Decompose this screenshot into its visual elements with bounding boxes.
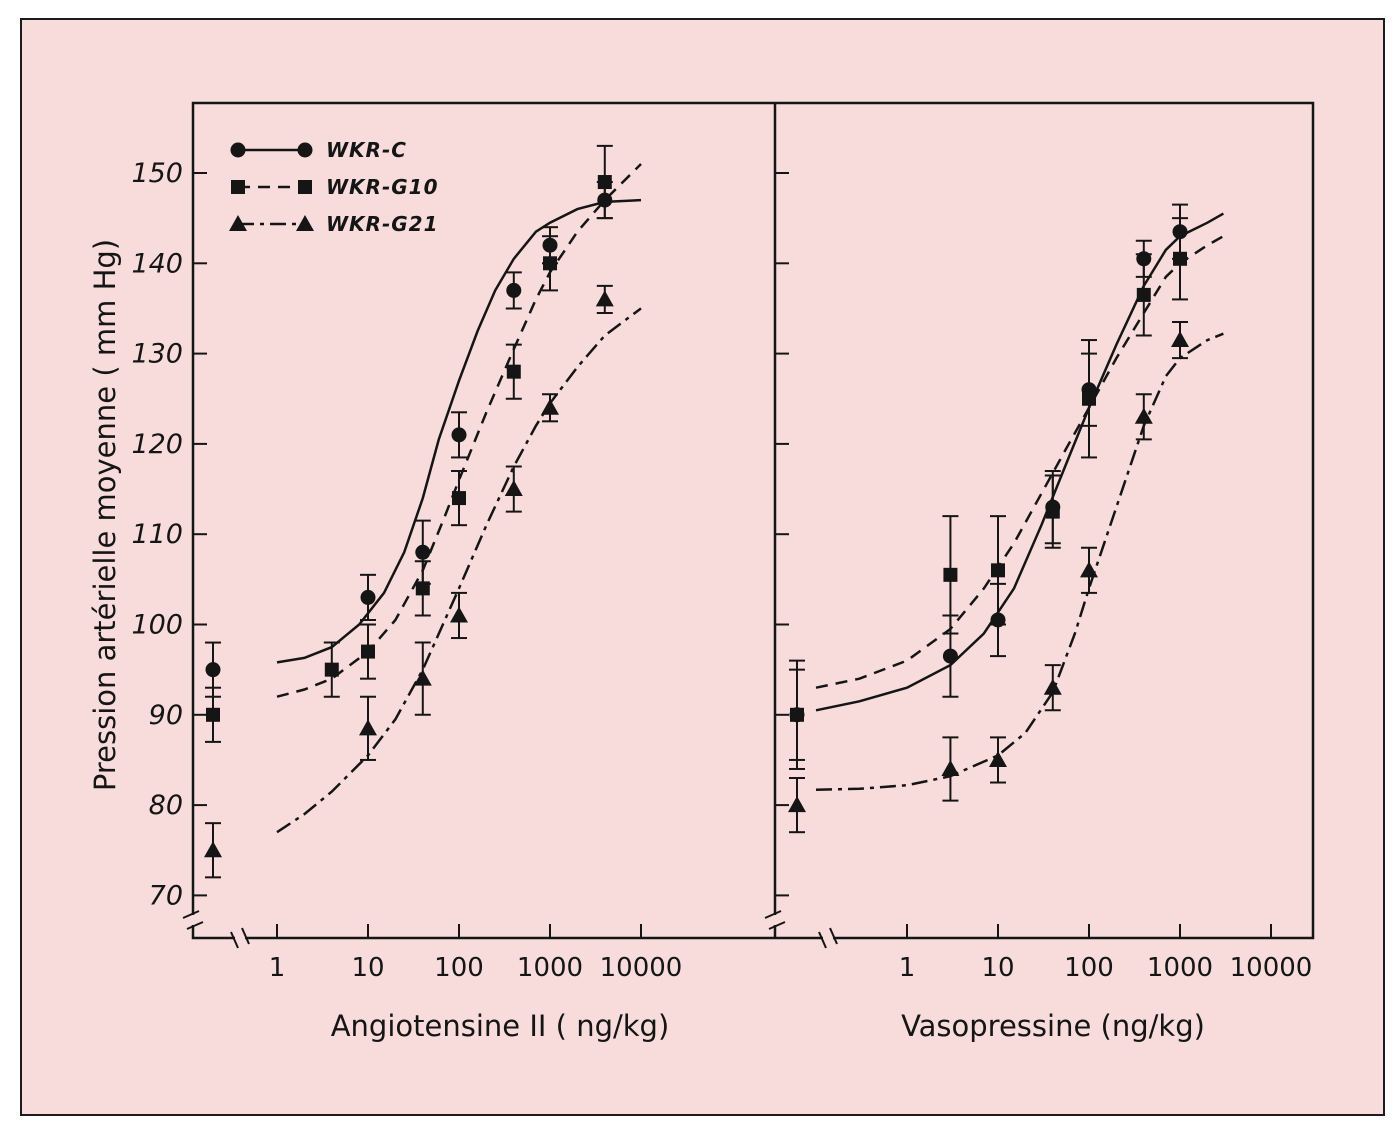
data-point-wkr-c xyxy=(942,648,958,664)
data-point-wkr-g10 xyxy=(506,364,521,379)
baseline-point-wkr-c xyxy=(205,662,221,678)
data-point-wkr-g10 xyxy=(1045,504,1060,519)
y-axis-title: Pression artérielle moyenne ( mm Hg) xyxy=(88,239,122,791)
y-tick-label: 120 xyxy=(131,429,183,460)
data-point-wkr-g21 xyxy=(413,669,432,686)
data-point-wkr-c xyxy=(451,427,467,443)
data-point-wkr-g10 xyxy=(991,563,1005,578)
data-point-wkr-g21 xyxy=(1134,407,1153,424)
x-tick-label: 1 xyxy=(269,953,286,983)
figure-frame xyxy=(20,18,1385,1116)
x-axis-title: Vasopressine (ng/kg) xyxy=(901,1009,1205,1043)
data-point-wkr-g21 xyxy=(941,759,960,776)
x-axis-title: Angiotensine II ( ng/kg) xyxy=(331,1009,670,1043)
data-point-wkr-g21 xyxy=(1080,561,1098,578)
x-tick-label: 100 xyxy=(434,953,484,983)
fit-curve-wkr-c xyxy=(815,212,1225,712)
data-point-wkr-g21 xyxy=(541,398,559,415)
x-tick-label: 1000 xyxy=(1147,953,1213,983)
data-point-wkr-g21 xyxy=(595,290,614,307)
legend-marker xyxy=(229,215,247,231)
y-tick-label: 150 xyxy=(131,158,183,189)
data-point-wkr-g21 xyxy=(504,480,523,497)
y-tick-label: 140 xyxy=(131,248,183,279)
legend-marker xyxy=(231,180,245,194)
y-axis-break xyxy=(182,910,204,930)
y-tick-label: 130 xyxy=(131,339,183,370)
legend-label: WKR-C xyxy=(326,138,407,162)
x-tick-label: 1 xyxy=(899,953,916,983)
plot-border xyxy=(191,101,1315,940)
legend-marker xyxy=(296,215,314,231)
fit-curve-wkr-g21 xyxy=(276,307,642,834)
data-point-wkr-g10 xyxy=(1173,251,1187,266)
x-axis-break xyxy=(230,927,250,949)
y-tick-label: 80 xyxy=(149,790,183,821)
legend-label: WKR-G10 xyxy=(326,175,439,199)
data-point-wkr-c xyxy=(415,544,431,560)
data-point-wkr-g10 xyxy=(452,491,466,506)
x-tick-label: 10000 xyxy=(600,953,683,983)
data-point-wkr-c xyxy=(360,589,376,605)
data-point-wkr-c xyxy=(506,282,522,298)
data-point-wkr-g10 xyxy=(597,175,612,190)
data-point-wkr-g10 xyxy=(324,662,339,677)
baseline-point-wkr-g10 xyxy=(790,707,804,722)
fit-curve-wkr-g10 xyxy=(815,235,1225,689)
legend-marker xyxy=(298,180,312,194)
fit-curve-wkr-c xyxy=(276,198,642,664)
baseline-point-wkr-g10 xyxy=(206,707,220,722)
data-point-wkr-g21 xyxy=(989,750,1007,767)
data-point-wkr-g21 xyxy=(1043,678,1062,695)
legend-marker xyxy=(297,142,313,158)
legend-marker xyxy=(230,142,246,158)
y-tick-label: 100 xyxy=(131,610,183,641)
x-tick-label: 10 xyxy=(351,953,384,983)
baseline-point-wkr-g21 xyxy=(204,841,222,858)
data-point-wkr-g21 xyxy=(359,719,377,736)
data-point-wkr-g21 xyxy=(450,606,468,623)
x-tick-label: 1000 xyxy=(517,953,583,983)
data-point-wkr-g10 xyxy=(1082,391,1096,406)
y-axis-break xyxy=(764,910,786,930)
data-point-wkr-g10 xyxy=(361,644,375,659)
y-tick-label: 110 xyxy=(131,519,183,550)
fit-curve-wkr-g21 xyxy=(815,332,1224,791)
data-point-wkr-g10 xyxy=(943,567,958,582)
x-tick-label: 100 xyxy=(1064,953,1114,983)
x-tick-label: 10 xyxy=(981,953,1014,983)
y-tick-label: 90 xyxy=(149,700,183,731)
data-point-wkr-g10 xyxy=(543,256,557,271)
baseline-point-wkr-g21 xyxy=(788,796,806,813)
data-point-wkr-g10 xyxy=(415,581,430,596)
y-tick-label: 70 xyxy=(149,880,183,911)
x-tick-label: 10000 xyxy=(1230,953,1313,983)
x-axis-break xyxy=(818,927,838,949)
data-point-wkr-g21 xyxy=(1171,331,1189,348)
legend-label: WKR-G21 xyxy=(326,212,439,236)
data-point-wkr-g10 xyxy=(1136,287,1151,302)
